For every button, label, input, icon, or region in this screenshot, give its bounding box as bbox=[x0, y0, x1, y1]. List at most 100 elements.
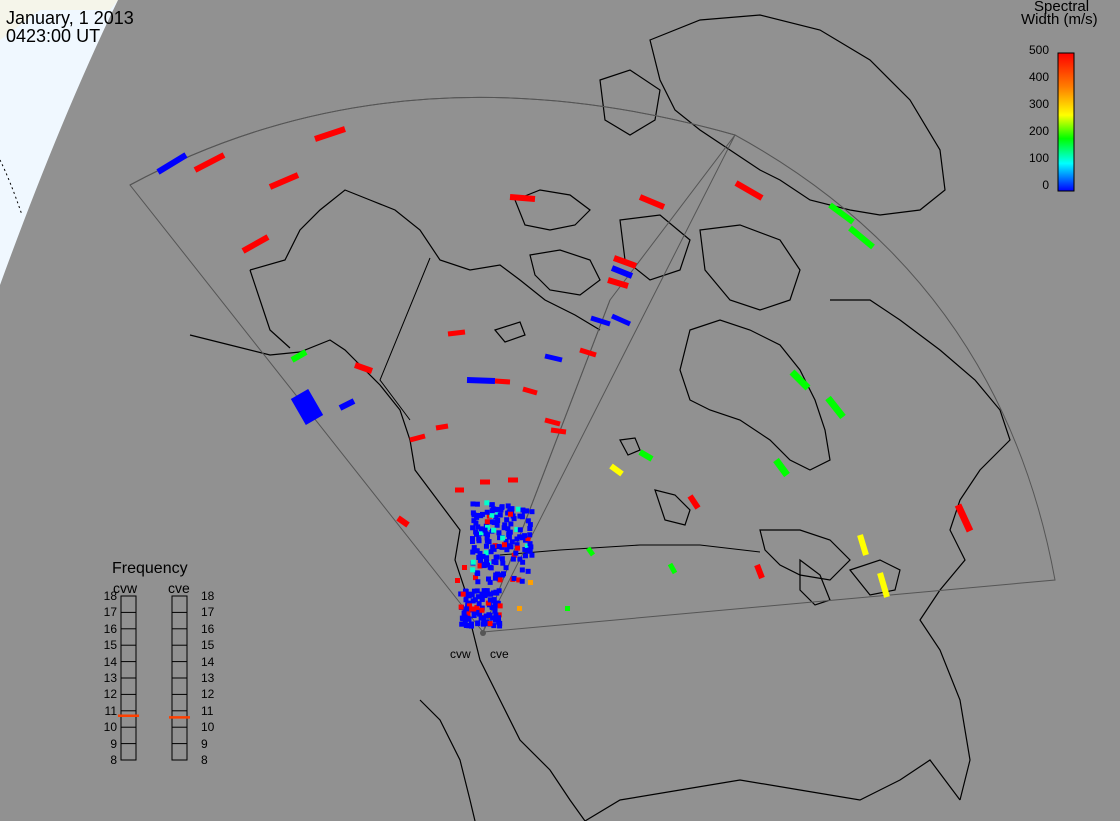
echo-cell bbox=[485, 562, 491, 568]
echo-cell bbox=[517, 534, 523, 540]
frequency-cvw-label: cvw bbox=[113, 580, 138, 596]
echo-cell bbox=[514, 542, 520, 548]
echo-cell bbox=[478, 557, 484, 563]
canada-us-border bbox=[499, 544, 761, 556]
echo-cell bbox=[520, 559, 526, 565]
echo-cell bbox=[493, 572, 499, 578]
echo-cell bbox=[494, 522, 500, 528]
echo-cell bbox=[484, 553, 490, 559]
echo-segment bbox=[667, 562, 678, 575]
echo-cell bbox=[497, 603, 503, 609]
frequency-title: Frequency bbox=[112, 560, 188, 577]
alaska-yukon-border bbox=[379, 257, 431, 421]
echo-cell bbox=[491, 559, 497, 565]
echo-cell bbox=[470, 559, 476, 565]
echo-cell bbox=[464, 606, 470, 612]
echo-cell bbox=[471, 588, 477, 594]
echo-cell bbox=[503, 565, 509, 571]
echo-segment bbox=[825, 395, 846, 420]
echo-cell bbox=[484, 588, 490, 594]
echo-segment bbox=[638, 449, 654, 462]
echo-cell bbox=[471, 613, 477, 619]
echo-cell bbox=[499, 556, 505, 562]
echo-cell bbox=[508, 521, 514, 527]
echo-cell bbox=[470, 538, 476, 544]
echo-cell bbox=[491, 597, 497, 603]
echo-cell bbox=[525, 518, 531, 524]
echo-cell bbox=[465, 611, 471, 617]
echo-segment bbox=[522, 386, 538, 396]
echo-cell bbox=[514, 527, 520, 533]
radar-site-marker bbox=[480, 630, 486, 636]
frequency-tick-left: 12 bbox=[103, 687, 117, 702]
echo-cell bbox=[479, 591, 485, 597]
echo-segment bbox=[156, 152, 188, 175]
echo-cell bbox=[489, 502, 495, 508]
echo-cell bbox=[491, 623, 497, 629]
echo-cell bbox=[487, 564, 493, 570]
echo-cell bbox=[466, 623, 472, 629]
terminator-line bbox=[0, 159, 23, 216]
echo-cell bbox=[488, 591, 494, 597]
echo-cell bbox=[503, 538, 509, 544]
echo-segment bbox=[354, 362, 373, 374]
echo-cell bbox=[471, 606, 477, 612]
echo-cell bbox=[482, 527, 488, 533]
echo-cell bbox=[497, 535, 503, 541]
echo-cell bbox=[470, 536, 476, 542]
echo-cell bbox=[471, 518, 477, 524]
frequency-tick-right: 9 bbox=[201, 736, 208, 751]
echo-cell bbox=[467, 606, 473, 612]
echo-segment bbox=[638, 194, 666, 210]
echo-cell bbox=[479, 596, 485, 602]
echo-cell bbox=[484, 509, 490, 515]
frequency-tick-right: 8 bbox=[201, 753, 208, 767]
echo-cell bbox=[502, 522, 508, 528]
echo-segment bbox=[687, 494, 701, 510]
colorbar-gradient bbox=[1057, 52, 1075, 192]
echo-cell bbox=[514, 536, 520, 542]
echo-cell bbox=[505, 503, 511, 509]
echo-segment bbox=[550, 427, 567, 435]
echo-cell bbox=[473, 575, 479, 581]
echo-cell bbox=[470, 525, 476, 531]
echo-cell bbox=[487, 621, 493, 627]
echo-segment bbox=[193, 152, 226, 173]
echo-block bbox=[290, 389, 324, 425]
frequency-tick-left: 15 bbox=[103, 638, 117, 653]
echo-segment bbox=[610, 265, 634, 279]
colorbar-tick-100: 100 bbox=[1028, 151, 1049, 165]
echo-segment bbox=[396, 515, 410, 528]
echo-cell bbox=[481, 615, 487, 621]
frequency-tick-right: 13 bbox=[201, 671, 215, 685]
echo-cell bbox=[527, 525, 533, 531]
echo-cell bbox=[458, 604, 464, 610]
echo-segment bbox=[447, 329, 466, 337]
echo-cell bbox=[507, 511, 513, 517]
echo-cell bbox=[527, 532, 533, 538]
echo-cell bbox=[493, 554, 499, 560]
echo-cell bbox=[495, 517, 501, 523]
echo-cell bbox=[493, 589, 499, 595]
frequency-tick-left: 14 bbox=[103, 654, 117, 669]
echo-cell bbox=[522, 553, 528, 559]
echo-cell bbox=[489, 604, 495, 610]
echo-cell bbox=[483, 558, 489, 564]
echo-segment bbox=[290, 349, 308, 363]
echo-cell bbox=[509, 539, 515, 545]
echo-cell bbox=[474, 604, 480, 610]
echo-segment bbox=[754, 563, 765, 580]
frequency-tick-right: 17 bbox=[201, 605, 215, 620]
echo-cell bbox=[492, 507, 498, 513]
colorbar bbox=[1057, 52, 1075, 192]
echo-segment bbox=[544, 417, 561, 427]
echo-cell bbox=[498, 507, 504, 513]
frequency-tick-right: 12 bbox=[201, 687, 215, 702]
echo-cell bbox=[506, 534, 512, 540]
echo-cell bbox=[524, 543, 530, 549]
echo-cell bbox=[519, 567, 525, 573]
backscatter-echoes bbox=[156, 126, 974, 629]
echo-cell bbox=[478, 526, 484, 532]
colorbar-tick-500: 500 bbox=[1028, 43, 1049, 57]
echo-cell bbox=[463, 597, 469, 603]
